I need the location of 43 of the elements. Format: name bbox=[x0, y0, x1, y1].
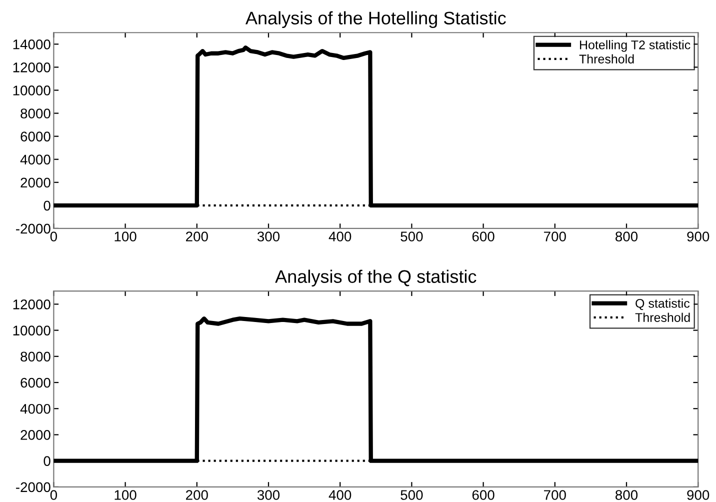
x-tick-label: 900 bbox=[687, 232, 710, 242]
x-tick-label: 600 bbox=[472, 232, 494, 242]
x-tick-label: 700 bbox=[544, 232, 566, 242]
chart-title: Analysis of the Hotelling Statistic bbox=[245, 11, 506, 28]
x-tick-label: 500 bbox=[400, 490, 423, 500]
y-tick-label: 10000 bbox=[13, 86, 50, 96]
x-tick-label: 300 bbox=[257, 232, 280, 242]
y-tick-label: 6000 bbox=[20, 378, 50, 388]
x-tick-label: 400 bbox=[328, 232, 352, 242]
y-tick-label: 12000 bbox=[13, 300, 50, 310]
x-tick-label: 700 bbox=[544, 490, 566, 500]
y-tick-label: 2000 bbox=[20, 178, 50, 188]
y-tick-label: 4000 bbox=[20, 404, 50, 414]
y-tick-label: 10000 bbox=[13, 326, 50, 336]
x-tick-label: 100 bbox=[114, 490, 136, 500]
y-tick-label: 12000 bbox=[13, 62, 50, 72]
y-tick-label: 0 bbox=[44, 456, 50, 466]
x-tick-label: 100 bbox=[114, 232, 136, 242]
x-tick-label: 800 bbox=[616, 232, 638, 242]
x-tick-label: 600 bbox=[472, 490, 494, 500]
y-tick-label: 4000 bbox=[20, 154, 50, 165]
y-tick-label: 6000 bbox=[20, 132, 50, 142]
x-tick-label: 800 bbox=[616, 490, 638, 500]
x-tick-label: 200 bbox=[186, 490, 208, 500]
legend-label: Hotelling T2 statistic bbox=[580, 40, 690, 52]
x-tick-label: 500 bbox=[400, 232, 423, 242]
y-tick-label: 8000 bbox=[20, 352, 50, 362]
x-tick-label: 900 bbox=[687, 490, 710, 500]
y-tick-label: 14000 bbox=[13, 39, 50, 50]
y-tick-label: 0 bbox=[44, 200, 50, 211]
legend-label: Q statistic bbox=[636, 298, 690, 310]
x-tick-label: 400 bbox=[328, 490, 352, 500]
x-tick-label: 0 bbox=[50, 490, 58, 500]
x-tick-label: 300 bbox=[257, 490, 280, 500]
x-tick-label: 0 bbox=[50, 232, 58, 242]
x-tick-label: 200 bbox=[186, 232, 208, 242]
chart-title: Analysis of the Q statistic bbox=[275, 270, 476, 287]
y-tick-label: 8000 bbox=[20, 108, 50, 118]
y-tick-label: -2000 bbox=[16, 482, 50, 492]
legend-label: Threshold bbox=[635, 312, 690, 322]
y-tick-label: 2000 bbox=[20, 430, 50, 440]
y-tick-label: -2000 bbox=[16, 224, 50, 234]
legend-label: Threshold bbox=[579, 54, 634, 64]
